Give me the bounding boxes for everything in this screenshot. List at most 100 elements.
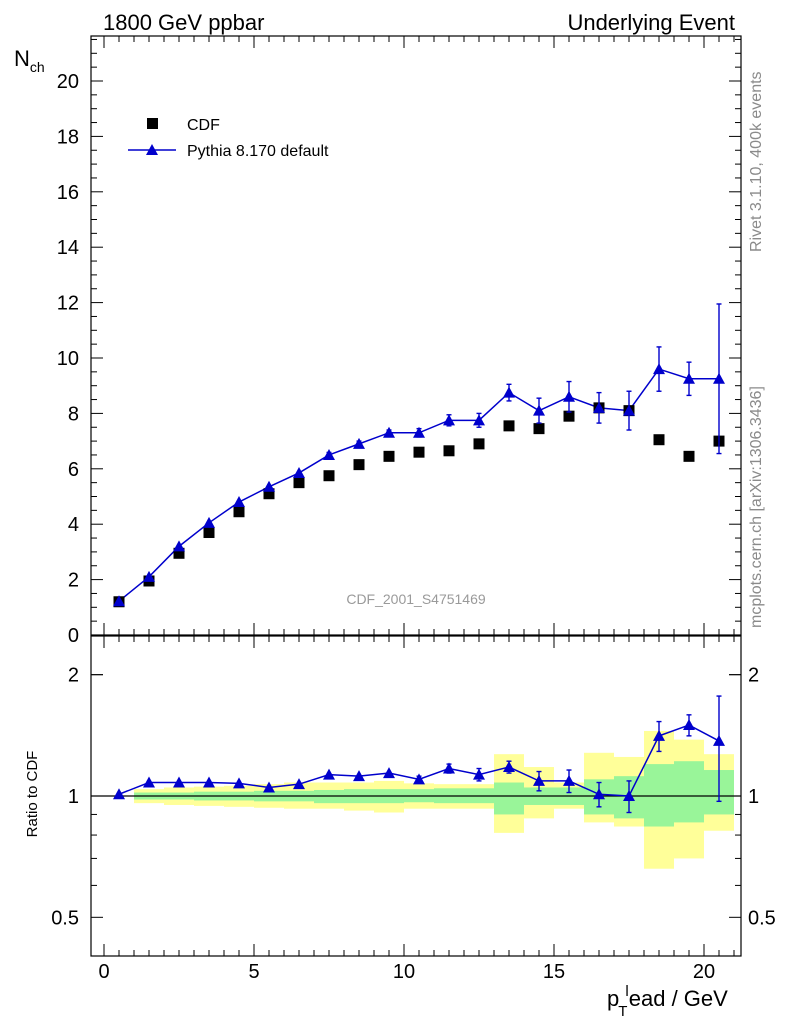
ratio-point <box>113 788 125 800</box>
ratio-point <box>623 790 635 801</box>
cdf-data-point <box>443 445 455 457</box>
cdf-data-point <box>533 423 545 435</box>
legend-marker-mc <box>146 144 158 155</box>
cdf-data-point <box>503 420 515 432</box>
y-tick-label-main: 20 <box>57 71 79 93</box>
ratio-point <box>323 768 335 780</box>
y-tick-label-main: 6 <box>68 459 79 481</box>
ratio-point <box>173 776 185 788</box>
mc-data-point <box>203 516 215 528</box>
ratio-y-tick-label-right: 1 <box>748 786 759 808</box>
mc-data-point <box>623 404 635 416</box>
y-tick-label-main: 14 <box>57 237 79 259</box>
cdf-data-point <box>563 410 575 422</box>
ratio-point <box>533 774 545 786</box>
mc-data-point <box>293 466 305 478</box>
ratio-point <box>143 776 155 788</box>
band-inner <box>644 764 674 827</box>
ratio-panel: 0 5 10 15 20 0.5 0.5 1 1 2 2 Ratio to CDF <box>24 635 776 983</box>
ratio-point <box>233 777 245 789</box>
cdf-data-point <box>413 446 425 458</box>
ratio-y-tick-label-left: 1 <box>68 786 79 808</box>
ratio-point <box>713 734 725 746</box>
legend-marker-cdf <box>147 118 158 129</box>
mc-data-point <box>683 372 695 384</box>
mc-data-point <box>473 414 485 426</box>
y-tick-label-main: 0 <box>68 625 79 647</box>
y-tick-label-main: 16 <box>57 182 79 204</box>
y-tick-label-main: 8 <box>68 403 79 425</box>
y-tick-label-main: 10 <box>57 348 79 370</box>
header-right: Underlying Event <box>567 10 735 35</box>
ratio-y-tick-label-left: 0.5 <box>51 907 79 929</box>
mc-data-point <box>653 363 665 375</box>
ratio-point <box>383 767 395 779</box>
x-tick-label: 10 <box>393 961 415 983</box>
legend-label-cdf: CDF <box>187 117 220 134</box>
mc-data-point <box>323 448 335 460</box>
ratio-point <box>293 778 305 790</box>
ratio-y-tick-label-right: 0.5 <box>748 907 776 929</box>
mc-data-point <box>713 372 725 384</box>
legend: CDF Pythia 8.170 default <box>128 117 329 160</box>
cdf-data-point <box>323 470 335 482</box>
mc-data-point <box>443 414 455 426</box>
ratio-point <box>503 761 515 773</box>
cdf-data-point <box>353 459 365 471</box>
header-left: 1800 GeV ppbar <box>103 10 264 35</box>
ratio-point <box>473 768 485 780</box>
cdf-data-point <box>203 527 215 539</box>
mc-data-point <box>263 480 275 492</box>
analysis-stamp: CDF_2001_S4751469 <box>346 591 486 607</box>
legend-label-mc: Pythia 8.170 default <box>187 143 329 160</box>
cdf-data-point <box>233 506 245 518</box>
mc-data-point <box>383 426 395 438</box>
y-tick-label-main: 12 <box>57 293 79 315</box>
cdf-data-point <box>383 450 395 462</box>
ratio-point <box>683 719 695 731</box>
mc-data-point <box>503 386 515 398</box>
ratio-point <box>563 774 575 786</box>
ratio-point <box>203 776 215 788</box>
y-tick-label-main: 4 <box>68 514 79 536</box>
mc-data-point <box>563 390 575 402</box>
mc-data-point <box>413 426 425 438</box>
ratio-point <box>593 788 605 800</box>
band-inner <box>494 782 524 815</box>
cdf-data-point <box>293 477 305 489</box>
ratio-point <box>653 729 665 741</box>
y-axis-label-main: Nch <box>14 46 45 75</box>
mc-data-point <box>533 404 545 416</box>
cdf-data-point <box>263 488 275 500</box>
cdf-data-point <box>683 450 695 462</box>
ratio-y-tick-label-right: 2 <box>748 665 759 687</box>
x-tick-label: 5 <box>248 961 259 983</box>
ratio-y-tick-label-left: 2 <box>68 665 79 687</box>
y-tick-label-main: 2 <box>68 570 79 592</box>
ratio-point <box>413 773 425 785</box>
ratio-point <box>353 770 365 782</box>
rivet-label: Rivet 3.1.10, 400k events <box>748 71 765 252</box>
cdf-data-point <box>173 547 185 559</box>
y-axis-label-ratio: Ratio to CDF <box>24 751 41 838</box>
main-frame <box>90 35 742 636</box>
mcplots-label: mcplots.cern.ch [arXiv:1306.3436] <box>748 386 765 628</box>
band-inner <box>674 761 704 823</box>
mc-data-point <box>143 570 155 582</box>
mc-data-point <box>173 540 185 552</box>
cdf-data-point <box>473 438 485 450</box>
x-tick-label: 20 <box>693 961 715 983</box>
mc-data-point <box>353 437 365 449</box>
mc-data-point <box>593 401 605 413</box>
mc-data-point <box>113 595 125 607</box>
mc-data-point <box>233 496 245 508</box>
ratio-point <box>263 781 275 793</box>
ratio-point <box>443 762 455 774</box>
cdf-data-point <box>653 434 665 446</box>
x-tick-label: 0 <box>98 961 109 983</box>
x-tick-label: 15 <box>543 961 565 983</box>
x-axis-label: pTlead / GeV <box>607 983 728 1020</box>
y-tick-label-main: 18 <box>57 126 79 148</box>
